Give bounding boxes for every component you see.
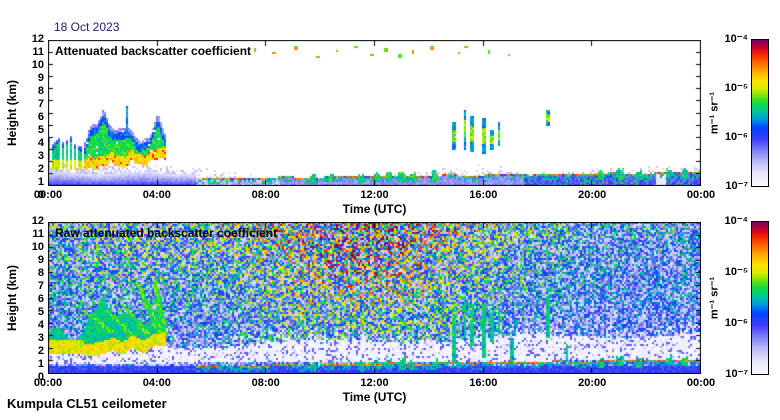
y-tick: 10 — [31, 59, 44, 71]
panel-title-attenuated: Attenuated backscatter coefficient — [55, 44, 252, 58]
x-tick: 08:00 — [251, 189, 280, 201]
x-tick: 00:00 — [686, 189, 716, 201]
y-axis-label-raw: Height (km) — [5, 265, 19, 331]
y-tick: 4 — [37, 319, 44, 331]
heatmap-canvas-attenuated — [48, 40, 701, 186]
x-axis-ticks-attenuated: 00:00 04:00 08:00 12:00 16:00 20:00 00:0… — [34, 189, 715, 203]
y-tick: 0 — [37, 189, 44, 201]
y-tick: 12 — [31, 215, 44, 227]
y-tick: 3 — [37, 332, 44, 344]
y-tick: 9 — [37, 72, 44, 84]
y-axis-ticks-attenuated: 12 11 10 9 8 7 6 5 4 3 2 1 0 — [18, 33, 44, 201]
x-tick: 16:00 — [469, 377, 498, 389]
x-tick: 20:00 — [578, 377, 607, 389]
y-tick: 9 — [37, 254, 44, 266]
y-tick: 2 — [37, 163, 44, 175]
colorbar-tick: 10⁻⁵ — [724, 82, 748, 94]
x-tick: 00:00 — [33, 377, 63, 389]
colorbar-unit-label-raw: m⁻¹ sr⁻¹ — [708, 276, 721, 320]
colorbar-tick: 10⁻⁷ — [725, 368, 748, 380]
colorbar-gradient-attenuated — [752, 40, 768, 186]
y-tick: 8 — [37, 85, 44, 97]
y-axis-ticks-raw: 12 11 10 9 8 7 6 5 4 3 2 1 0 — [18, 215, 44, 383]
colorbar-unit-label-attenuated: m⁻¹ sr⁻¹ — [708, 91, 721, 135]
y-tick: 2 — [37, 345, 44, 357]
x-tick: 12:00 — [360, 377, 389, 389]
y-tick: 5 — [37, 306, 44, 318]
y-tick: 4 — [37, 137, 44, 149]
panel-title-raw: Raw attenuated backscatter coefficient — [55, 226, 278, 240]
y-tick: 1 — [37, 358, 44, 370]
x-tick: 00:00 — [686, 377, 716, 389]
colorbar-ticks-raw: 10⁻⁴ 10⁻⁵ 10⁻⁶ 10⁻⁷ — [700, 215, 748, 381]
colorbar-tick: 10⁻⁶ — [724, 131, 748, 143]
x-tick: 04:00 — [142, 189, 171, 201]
y-tick: 12 — [31, 33, 44, 45]
colorbar-tick: 10⁻⁴ — [724, 215, 748, 227]
colorbar-gradient-raw — [752, 222, 768, 374]
x-axis-label-raw: Time (UTC) — [342, 390, 407, 404]
date-label: 18 Oct 2023 — [54, 20, 120, 34]
y-tick: 11 — [32, 46, 44, 58]
y-tick: 7 — [37, 280, 44, 292]
x-tick: 08:00 — [251, 377, 280, 389]
y-axis-label-attenuated: Height (km) — [5, 80, 19, 146]
y-tick: 7 — [37, 98, 44, 110]
x-tick: 00:00 — [33, 189, 63, 201]
heatmap-canvas-raw — [48, 222, 701, 374]
colorbar-tick: 10⁻⁷ — [725, 180, 748, 192]
y-tick: 5 — [37, 124, 44, 136]
y-tick: 1 — [37, 176, 44, 188]
x-tick: 12:00 — [360, 189, 389, 201]
x-tick: 20:00 — [578, 189, 607, 201]
colorbar-raw — [751, 221, 769, 375]
y-tick: 6 — [37, 111, 44, 123]
x-tick: 16:00 — [469, 189, 498, 201]
x-axis-label-attenuated: Time (UTC) — [342, 202, 407, 216]
colorbar-tick: 10⁻⁶ — [724, 317, 748, 329]
y-tick: 8 — [37, 267, 44, 279]
y-tick: 6 — [37, 293, 44, 305]
colorbar-tick: 10⁻⁵ — [724, 266, 748, 278]
y-tick: 10 — [31, 241, 44, 253]
colorbar-ticks-attenuated: 10⁻⁴ 10⁻⁵ 10⁻⁶ 10⁻⁷ — [700, 33, 748, 193]
x-axis-ticks-raw: 00:00 04:00 08:00 12:00 16:00 20:00 00:0… — [34, 377, 715, 391]
instrument-label: Kumpula CL51 ceilometer — [7, 396, 167, 411]
y-tick: 3 — [37, 150, 44, 162]
y-tick: 0 — [37, 371, 44, 383]
colorbar-tick: 10⁻⁴ — [724, 33, 748, 45]
colorbar-attenuated — [751, 39, 769, 187]
x-tick: 04:00 — [142, 377, 171, 389]
y-tick: 11 — [32, 228, 44, 240]
